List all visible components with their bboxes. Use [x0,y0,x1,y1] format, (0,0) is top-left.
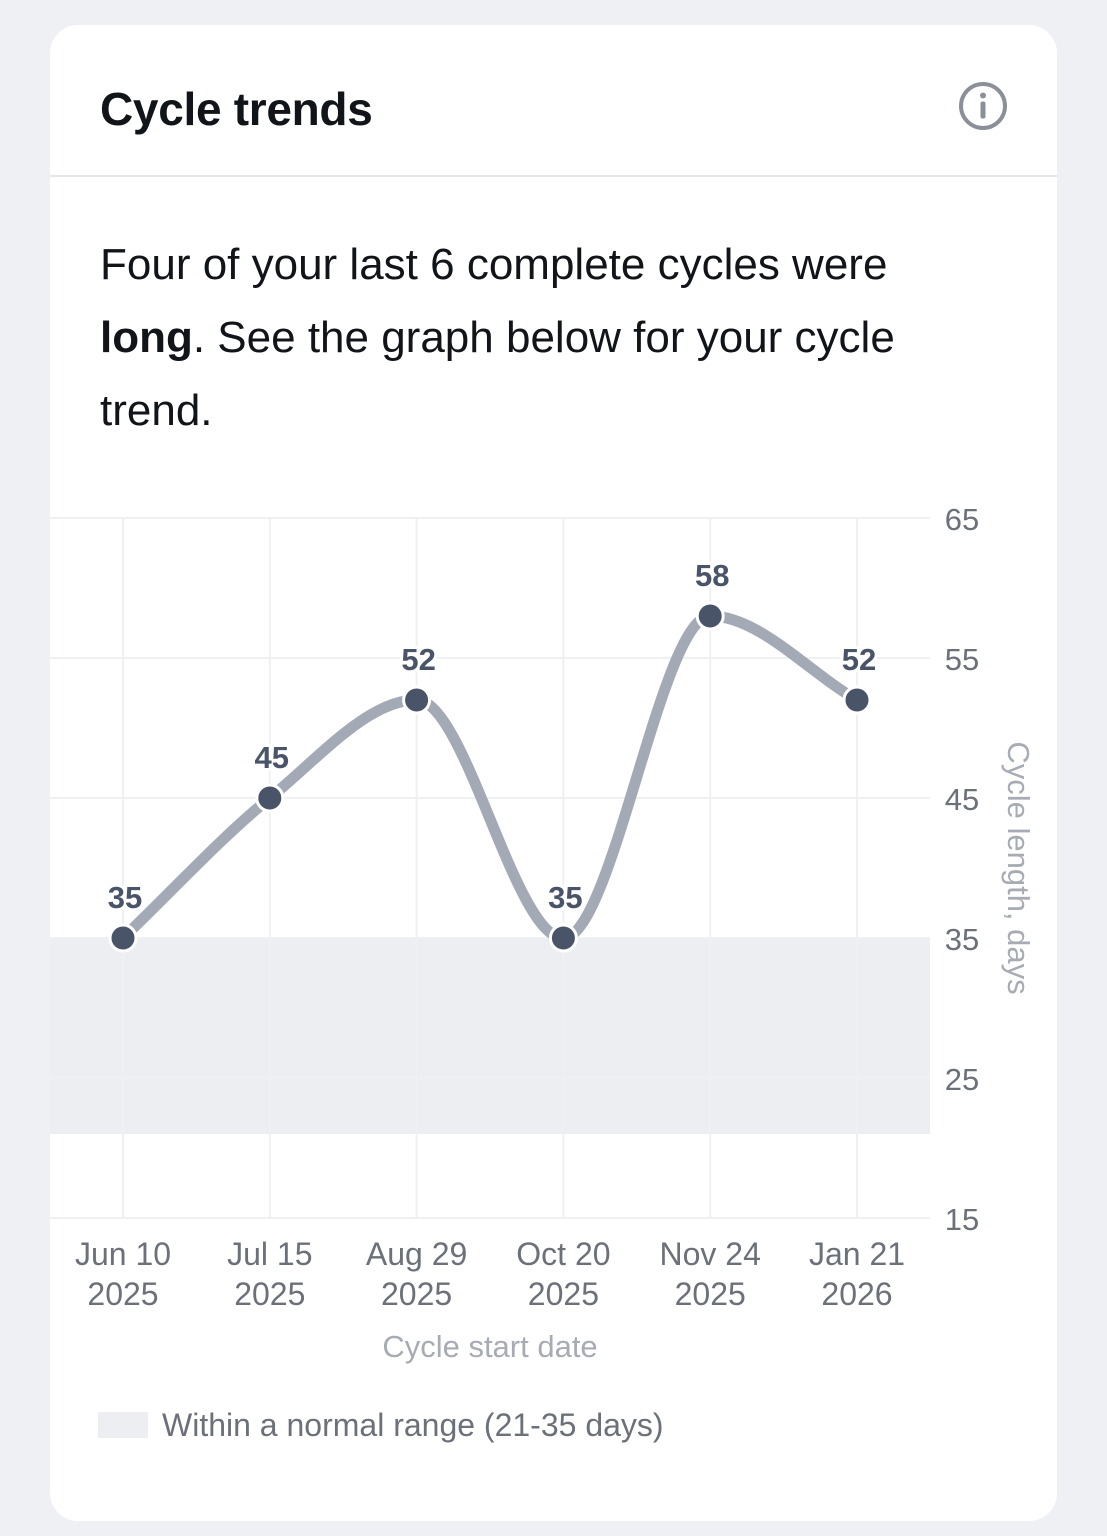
x-tick-label-year: 2025 [528,1276,599,1312]
legend-label: Within a normal range (21-35 days) [162,1406,664,1443]
x-tick-label: Jun 10 [75,1236,171,1272]
data-point [255,783,285,813]
normal-range-band [50,938,930,1134]
summary-tail: . See the graph below for your cycle tre… [100,313,895,435]
card-title: Cycle trends [100,83,373,135]
y-tick-label: 65 [945,502,979,537]
summary-emphasis: long [100,313,193,362]
data-point [842,685,872,715]
x-tick-label: Aug 29 [366,1236,467,1272]
data-point [402,685,432,715]
data-point [108,923,138,953]
cycle-length-chart: 15 25 35 45 55 65 Jun 10 2025 Jul 15 2025 Aug 29 20… [50,502,1036,1364]
cycle-trends-card: Cycle trends Four of your last 6 complet… [50,25,1057,1521]
y-tick-label: 35 [945,922,979,957]
data-label: 58 [695,558,729,593]
x-tick-label: Jan 21 [809,1236,905,1272]
data-label: 35 [108,880,142,915]
data-label: 45 [255,740,289,775]
x-axis-title: Cycle start date [382,1329,597,1364]
x-tick-label-year: 2025 [234,1276,305,1312]
chart-legend: Within a normal range (21-35 days) [98,1405,664,1445]
y-axis-title: Cycle length, days [1001,741,1036,994]
x-tick-label-year: 2025 [87,1276,158,1312]
data-label: 52 [401,642,435,677]
x-tick-label: Nov 24 [660,1236,761,1272]
y-tick-label: 55 [945,642,979,677]
y-tick-label: 45 [945,782,979,817]
legend-swatch-normal-range [98,1412,148,1438]
x-tick-label-year: 2025 [381,1276,452,1312]
x-tick-label: Oct 20 [516,1236,610,1272]
info-icon[interactable] [958,81,1008,131]
data-point [695,601,725,631]
x-tick-label: Jul 15 [227,1236,312,1272]
x-tick-label-year: 2025 [675,1276,746,1312]
cycle-summary-text: Four of your last 6 complete cycles were… [100,228,1000,447]
y-tick-label: 15 [945,1202,979,1237]
data-label: 52 [842,642,876,677]
x-tick-label-year: 2026 [821,1276,892,1312]
summary-lead: Four of your last 6 complete cycles were [100,240,888,289]
y-tick-label: 25 [945,1062,979,1097]
data-point [548,923,578,953]
card-header: Cycle trends [50,25,1057,177]
series-line [117,610,863,944]
data-label: 35 [548,880,582,915]
